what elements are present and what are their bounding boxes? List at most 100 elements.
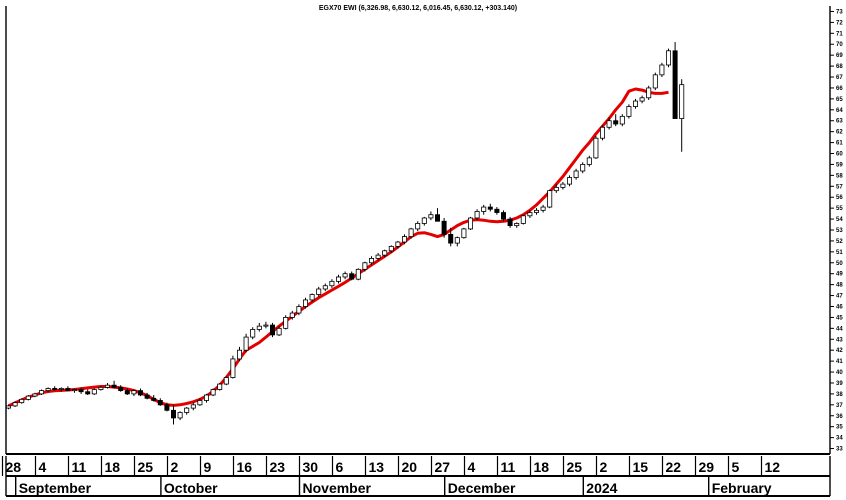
candle bbox=[666, 48, 672, 68]
y-tick-label: 65 bbox=[836, 97, 843, 103]
x-day-label: 9 bbox=[204, 459, 212, 475]
candle-body bbox=[91, 389, 97, 395]
candle bbox=[263, 321, 269, 329]
candle-body bbox=[164, 404, 170, 411]
candle-body bbox=[633, 100, 639, 107]
candle-body bbox=[401, 236, 407, 243]
y-tick-label: 44 bbox=[836, 326, 843, 332]
candle-body bbox=[540, 206, 546, 211]
candle bbox=[256, 322, 262, 332]
x-day-label: 16 bbox=[237, 459, 253, 475]
candle-body bbox=[263, 324, 269, 327]
x-month-label: November bbox=[303, 480, 372, 496]
candle bbox=[190, 402, 196, 411]
candle bbox=[646, 85, 652, 100]
candle-body bbox=[461, 228, 467, 239]
candle bbox=[560, 181, 566, 190]
candle bbox=[197, 398, 203, 406]
y-tick-label: 38 bbox=[836, 392, 843, 398]
candle bbox=[600, 125, 606, 141]
y-tick-label: 67 bbox=[836, 75, 843, 81]
candle bbox=[65, 386, 71, 392]
candle bbox=[613, 114, 619, 127]
candle-body bbox=[507, 218, 513, 227]
candle-body bbox=[428, 214, 434, 219]
y-tick-label: 62 bbox=[836, 130, 843, 136]
x-day-label: 22 bbox=[666, 459, 682, 475]
candle-body bbox=[606, 120, 612, 128]
candle-body bbox=[448, 233, 454, 244]
x-day-label: 11 bbox=[501, 459, 516, 475]
candle-body bbox=[527, 212, 533, 217]
x-day-label: 2 bbox=[600, 459, 608, 475]
candle bbox=[78, 387, 84, 394]
candle bbox=[514, 222, 520, 228]
y-tick-label: 59 bbox=[836, 162, 843, 168]
candle bbox=[203, 393, 209, 403]
x-day-label: 2 bbox=[171, 459, 179, 475]
candle bbox=[236, 346, 242, 362]
candle bbox=[580, 162, 586, 174]
candle bbox=[72, 388, 78, 393]
x-day-label: 23 bbox=[270, 459, 286, 475]
x-day-label: 11 bbox=[72, 459, 87, 475]
candle bbox=[547, 189, 553, 209]
candle-body bbox=[613, 120, 619, 125]
candle-body bbox=[593, 137, 599, 159]
candle bbox=[633, 98, 639, 109]
candle-body bbox=[520, 215, 526, 224]
candle-body bbox=[672, 50, 678, 119]
candle bbox=[421, 216, 427, 226]
candle bbox=[12, 401, 18, 408]
candle bbox=[124, 388, 130, 395]
y-tick-label: 48 bbox=[836, 283, 843, 289]
x-day-label: 29 bbox=[699, 459, 715, 475]
candle-body bbox=[190, 404, 196, 409]
candle bbox=[395, 240, 401, 249]
candle bbox=[230, 355, 236, 379]
candle bbox=[19, 398, 25, 404]
candle-body bbox=[415, 223, 421, 230]
candle-body bbox=[573, 170, 579, 178]
candle-body bbox=[355, 268, 361, 280]
candle bbox=[296, 304, 302, 316]
candle bbox=[408, 227, 414, 239]
y-tick-label: 50 bbox=[836, 261, 843, 267]
candle-body bbox=[52, 388, 58, 390]
candle bbox=[448, 227, 454, 247]
candle bbox=[309, 293, 315, 303]
candle bbox=[500, 210, 506, 222]
y-tick-label: 42 bbox=[836, 348, 843, 354]
candle bbox=[223, 376, 229, 386]
candle-body bbox=[534, 209, 540, 213]
candle-body bbox=[467, 217, 473, 230]
candle-body bbox=[639, 97, 645, 102]
candle-body bbox=[329, 280, 335, 287]
candle bbox=[302, 297, 308, 309]
candle-body bbox=[560, 183, 566, 188]
candle-body bbox=[210, 389, 216, 396]
candle bbox=[388, 245, 394, 253]
candle bbox=[553, 184, 559, 193]
y-tick-label: 72 bbox=[836, 20, 843, 26]
candle-body bbox=[124, 390, 130, 395]
candle bbox=[316, 286, 322, 297]
candle-body bbox=[105, 384, 111, 388]
y-tick-label: 55 bbox=[836, 206, 843, 212]
candle bbox=[474, 209, 480, 221]
candle bbox=[144, 392, 150, 400]
y-tick-label: 60 bbox=[836, 152, 843, 158]
candle-body bbox=[408, 228, 414, 237]
candle bbox=[540, 204, 546, 213]
candle bbox=[639, 95, 645, 104]
candle bbox=[441, 217, 447, 238]
candle-body bbox=[322, 285, 328, 290]
y-tick-label: 41 bbox=[836, 359, 843, 365]
candle bbox=[276, 326, 282, 336]
candle bbox=[652, 72, 658, 91]
candle bbox=[322, 283, 328, 292]
candle-body bbox=[619, 115, 625, 125]
candle bbox=[157, 398, 163, 406]
candle bbox=[349, 271, 355, 281]
candle-body bbox=[137, 390, 143, 396]
